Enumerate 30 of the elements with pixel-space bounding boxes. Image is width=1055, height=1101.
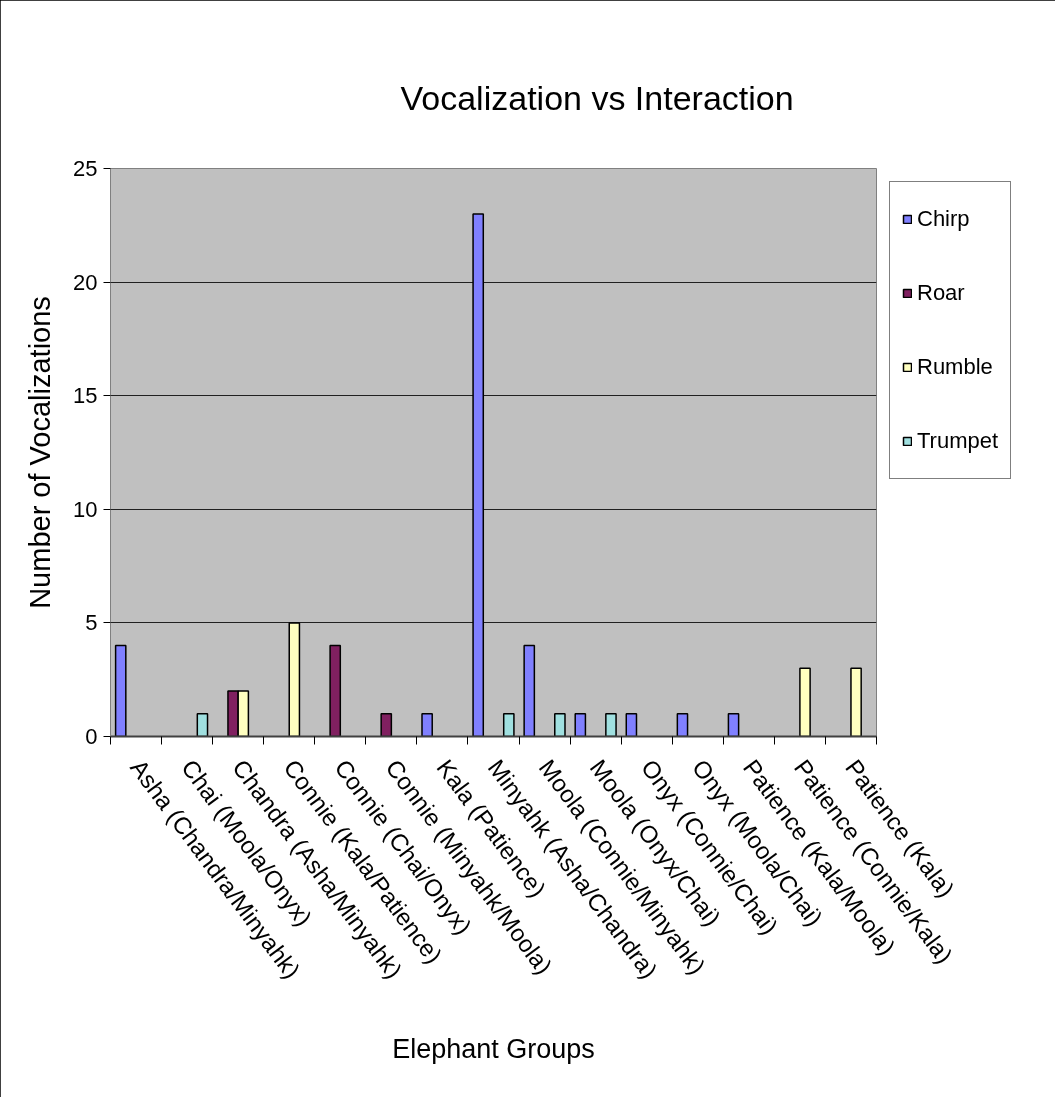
bar [502, 713, 515, 737]
bar [329, 644, 342, 737]
y-tick-label: 10 [73, 496, 98, 522]
bar [605, 713, 617, 737]
y-tick-label: 0 [85, 724, 98, 749]
bar [676, 713, 689, 737]
chart-title: Vocalization vs Interaction [400, 78, 794, 117]
bar [421, 713, 433, 737]
bar [472, 213, 485, 737]
bar [850, 667, 862, 737]
legend-label: Chirp [917, 205, 971, 233]
legend-label: Roar [917, 279, 966, 307]
bar [196, 713, 209, 737]
bar [114, 644, 127, 737]
y-tick-label: 15 [73, 383, 98, 409]
bar [727, 713, 740, 737]
legend-label: Rumble [917, 353, 994, 381]
bar [799, 667, 811, 737]
bar [625, 713, 638, 737]
legend-label: Trumpet [917, 427, 999, 455]
y-tick-label: 20 [73, 269, 98, 295]
bar [523, 644, 536, 737]
y-tick-label: 5 [85, 610, 98, 636]
y-axis-title: Number of Vocalizations [24, 296, 57, 609]
x-axis-title: Elephant Groups [392, 1034, 595, 1065]
bar [554, 713, 566, 737]
y-tick-label: 25 [73, 156, 98, 181]
bar [380, 713, 393, 737]
bar [574, 713, 587, 737]
bar [288, 622, 301, 737]
